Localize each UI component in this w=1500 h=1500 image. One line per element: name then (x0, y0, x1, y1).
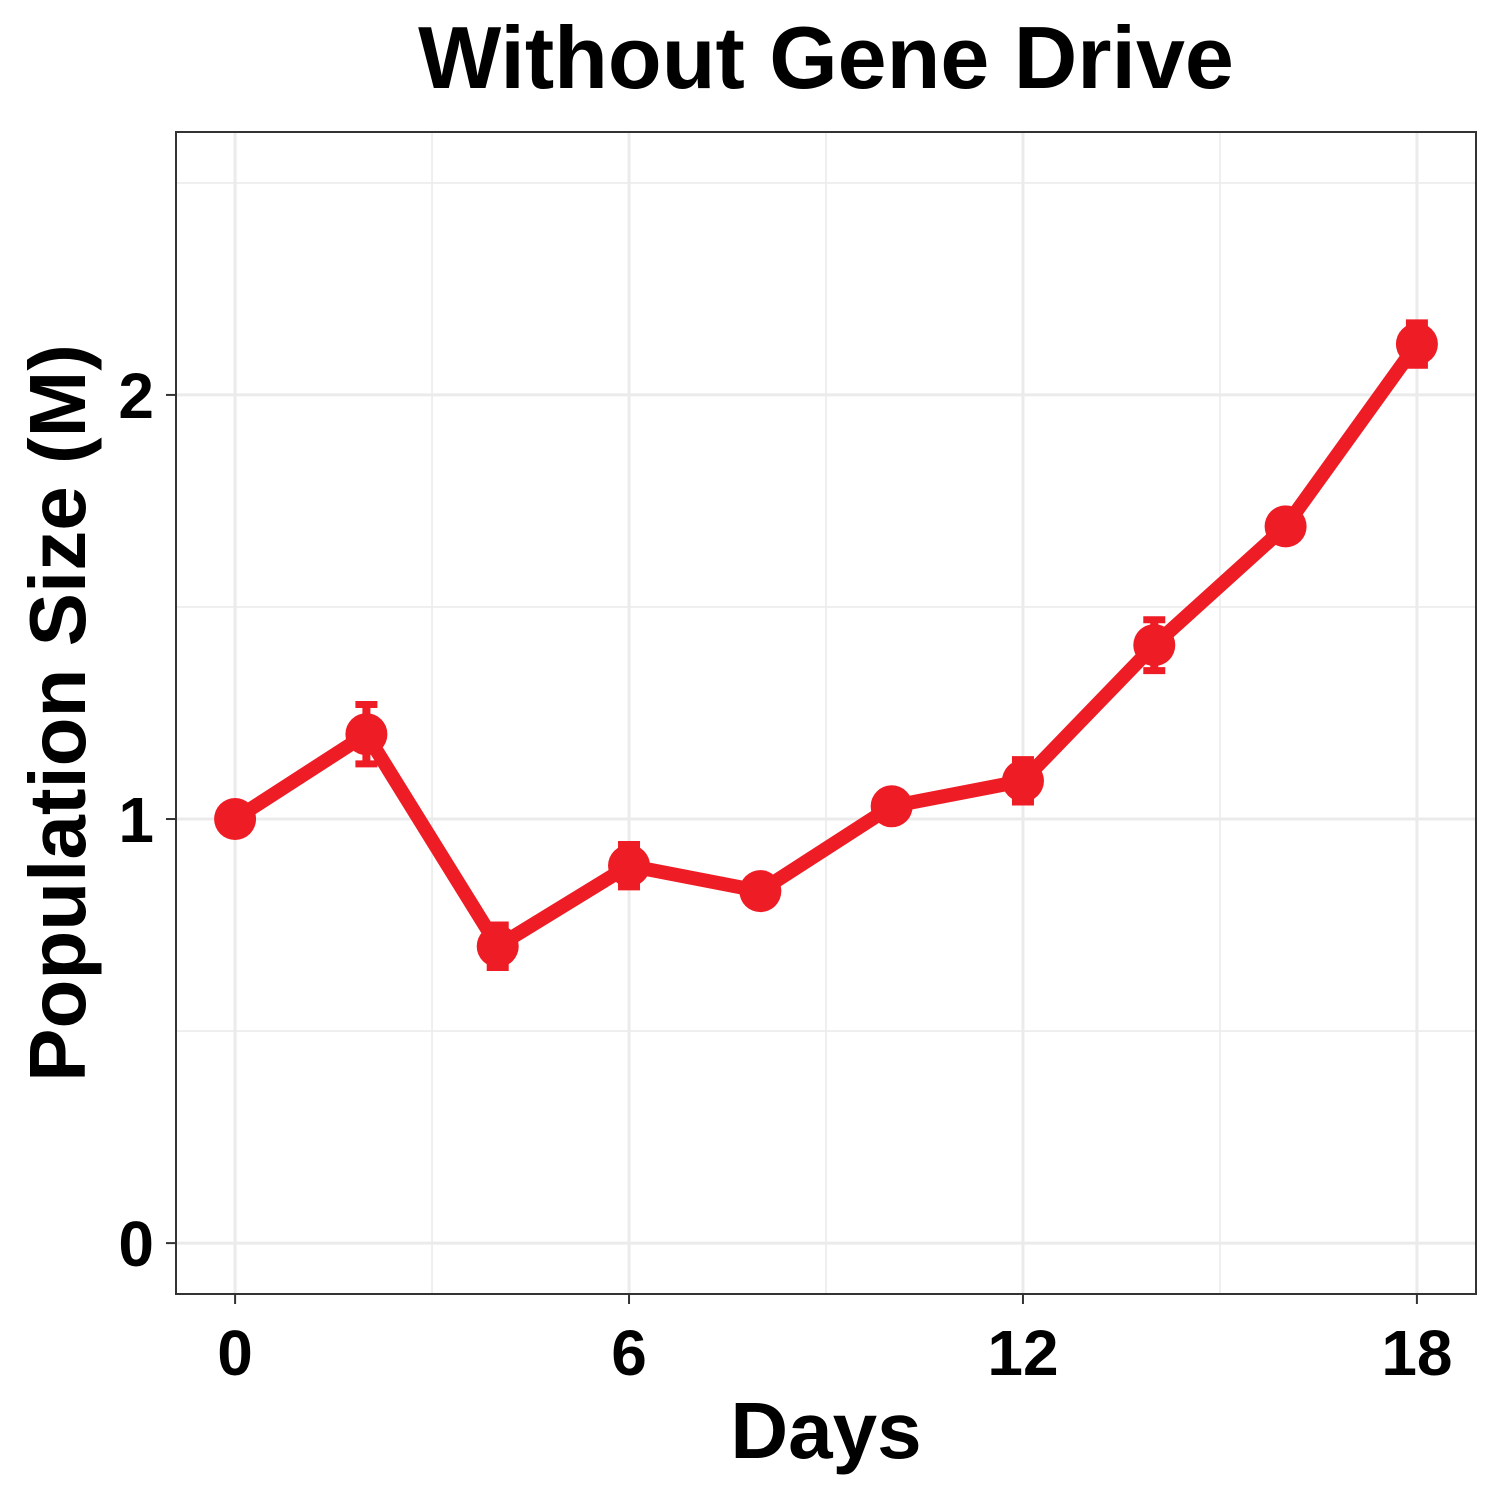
data-point (608, 845, 650, 887)
x-tick-label: 18 (1381, 1317, 1452, 1389)
data-point (345, 713, 387, 755)
y-tick-label: 0 (118, 1208, 154, 1280)
data-point (214, 798, 256, 840)
data-point (477, 925, 519, 967)
x-axis-title: Days (730, 1386, 921, 1475)
data-point (1002, 760, 1044, 802)
data-point (739, 870, 781, 912)
grid (176, 132, 1476, 1294)
x-tick-label: 12 (987, 1317, 1058, 1389)
data-point (1396, 323, 1438, 365)
x-tick-label: 6 (611, 1317, 647, 1389)
y-tick-label: 2 (118, 360, 154, 432)
y-tick-label: 1 (118, 784, 154, 856)
y-axis-title: Population Size (M) (13, 344, 102, 1082)
chart-title: Without Gene Drive (418, 8, 1234, 107)
data-point (1133, 624, 1175, 666)
data-point (871, 785, 913, 827)
data-point (1265, 505, 1307, 547)
x-tick-label: 0 (217, 1317, 253, 1389)
error-bar-layer (355, 323, 1428, 968)
